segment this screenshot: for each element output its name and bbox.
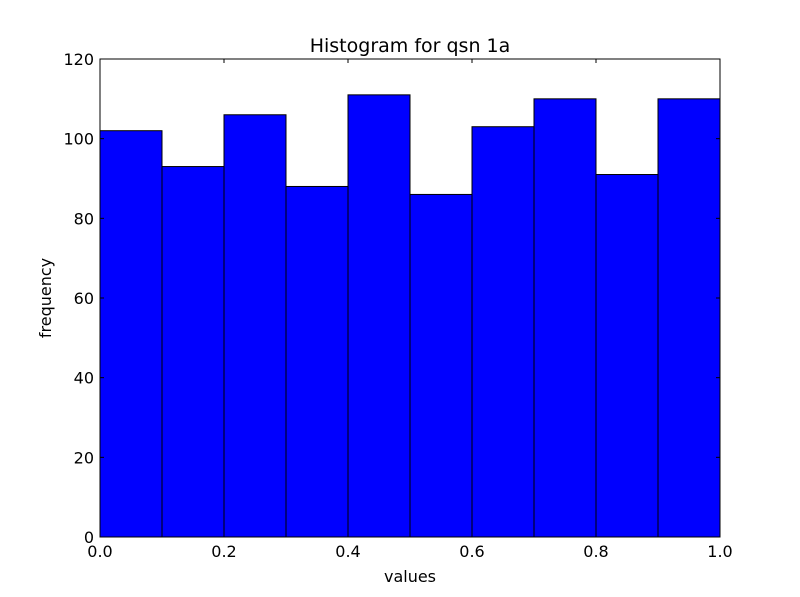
histogram-bar-4 bbox=[347, 94, 411, 538]
y-tick-label-3: 60 bbox=[74, 289, 94, 308]
x-axis-title: values bbox=[384, 567, 436, 586]
y-axis-title: frequency bbox=[36, 258, 55, 338]
y-tick-label-6: 120 bbox=[63, 50, 94, 69]
y-tick-label-0: 0 bbox=[84, 528, 94, 547]
x-tick-label-2: 0.4 bbox=[335, 542, 360, 561]
bars-group bbox=[99, 94, 721, 538]
x-tick-label-3: 0.6 bbox=[459, 542, 484, 561]
y-tick-label-4: 80 bbox=[74, 209, 94, 228]
x-tick-label-5: 1.0 bbox=[707, 542, 732, 561]
y-tick-label-2: 40 bbox=[74, 369, 94, 388]
histogram-bar-6 bbox=[471, 126, 535, 538]
x-tick-label-4: 0.8 bbox=[583, 542, 608, 561]
histogram-bar-8 bbox=[595, 174, 659, 538]
histogram-bar-7 bbox=[533, 98, 597, 538]
y-tick-label-1: 20 bbox=[74, 448, 94, 467]
y-tick-label-5: 100 bbox=[63, 130, 94, 149]
histogram-bar-5 bbox=[409, 193, 473, 538]
x-tick-label-1: 0.2 bbox=[211, 542, 236, 561]
x-tick-label-0: 0.0 bbox=[87, 542, 112, 561]
histogram-bar-0 bbox=[99, 130, 163, 538]
histogram-bar-3 bbox=[285, 185, 349, 538]
histogram-bar-9 bbox=[657, 98, 721, 538]
ticks-group: 0.0 0.2 0.4 0.6 0.8 1.0 0 20 40 60 80 100 120 bbox=[63, 50, 732, 561]
chart-title: Histogram for qsn 1a bbox=[310, 35, 511, 57]
histogram-bar-2 bbox=[223, 114, 287, 538]
histogram-bar-1 bbox=[161, 166, 225, 538]
